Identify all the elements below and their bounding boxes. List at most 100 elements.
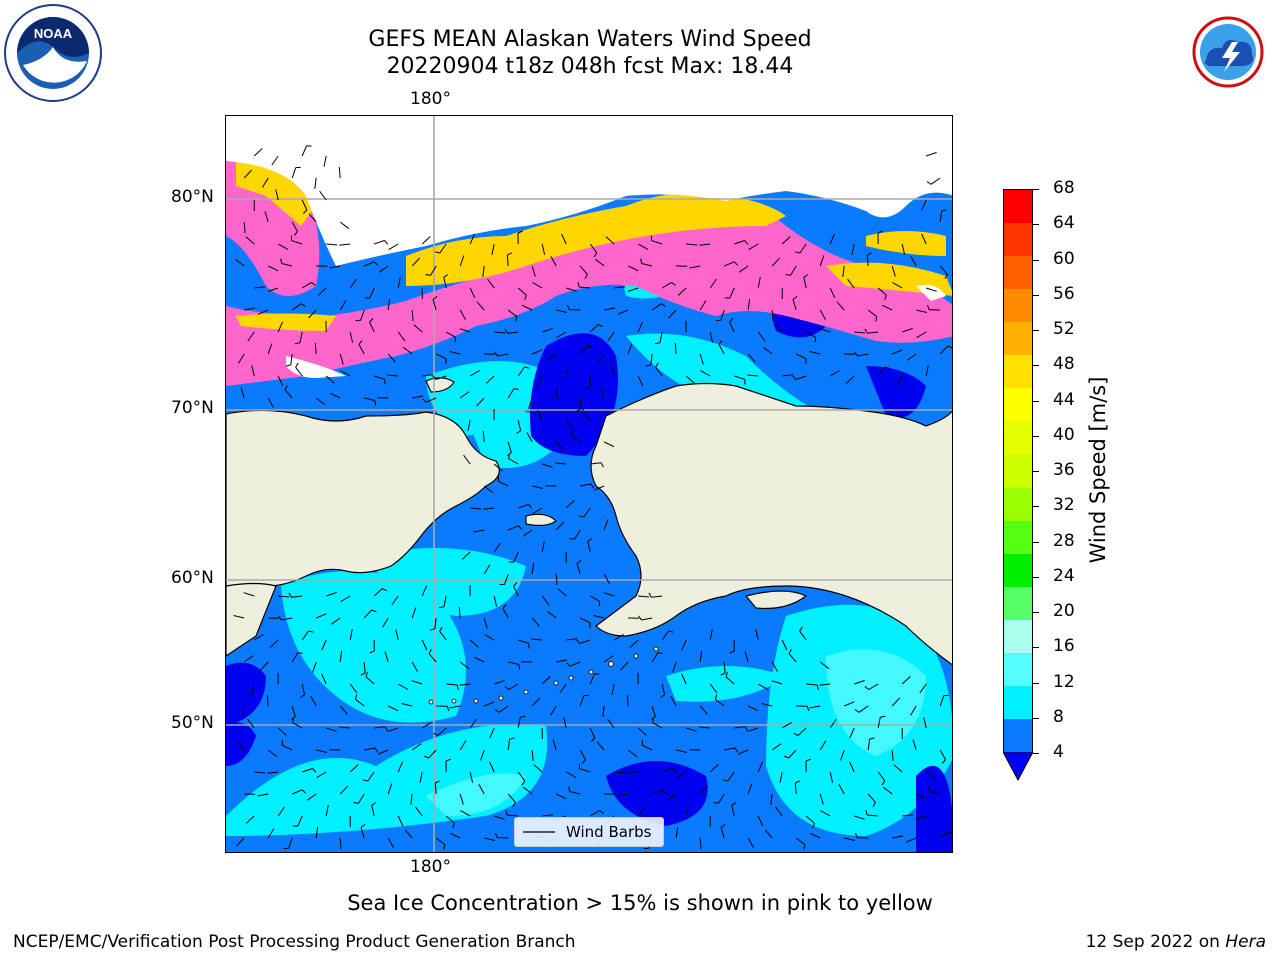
wind-barb: [504, 573, 509, 585]
wind-barb: [378, 265, 389, 273]
wind-barb-flag: [432, 375, 437, 380]
wind-barb: [604, 307, 616, 311]
wind-barb: [387, 705, 399, 712]
wind-barb: [617, 309, 629, 315]
wind-barb: [699, 705, 708, 715]
wind-barb-flag: [660, 694, 665, 698]
wind-barb: [463, 454, 471, 465]
wind-barb: [672, 661, 677, 673]
wind-barb: [910, 705, 917, 716]
wind-barb: [700, 370, 711, 377]
colorbar-tick-mark: [1033, 506, 1039, 508]
wind-barb: [484, 837, 496, 841]
wind-barb-flag: [443, 274, 449, 278]
wind-barb-flag: [521, 780, 526, 786]
wind-barb: [365, 676, 375, 685]
wind-barb: [600, 387, 605, 399]
wind-barb-flag: [439, 626, 443, 632]
wind-barb: [651, 789, 663, 795]
wind-barb: [238, 353, 245, 364]
colorbar-tick-mark: [1033, 612, 1039, 613]
wind-barb: [637, 321, 643, 333]
wind-barb-flag: [814, 337, 817, 343]
wind-barb-flag: [293, 231, 298, 236]
wind-barb: [369, 321, 375, 333]
colorbar-tick-label: 16: [1053, 636, 1075, 657]
wind-barb: [550, 256, 557, 267]
wind-barb-flag: [593, 252, 598, 258]
wind-barb: [363, 661, 366, 674]
wind-barb-flag: [941, 759, 946, 764]
wind-barb: [926, 152, 937, 157]
wind-barb-flag: [360, 672, 366, 676]
wind-barb: [459, 328, 471, 333]
wind-barb: [829, 287, 836, 299]
wind-barb: [738, 265, 749, 273]
wind-barb-flag: [301, 789, 307, 794]
wind-barb: [771, 680, 783, 685]
wind-barb-flag: [927, 304, 930, 310]
wind-barb: [651, 705, 656, 717]
wind-barb: [339, 300, 347, 311]
wind-barb: [517, 771, 526, 782]
wind-barb-flag: [587, 345, 593, 349]
wind-barb-flag: [733, 261, 739, 266]
wind-barb: [902, 328, 913, 333]
wind-barb: [607, 331, 615, 342]
wind-barb: [709, 278, 717, 289]
wind-barb: [781, 721, 792, 729]
colorbar-tick-mark: [1033, 189, 1039, 190]
wind-barb: [939, 211, 943, 223]
wind-barb: [419, 771, 423, 783]
wind-barb: [507, 309, 518, 318]
wind-barb: [391, 595, 399, 606]
wind-barb-flag: [645, 364, 651, 367]
aleutian-islands: [428, 646, 659, 705]
wind-barb: [306, 793, 317, 801]
wind-barb: [301, 145, 307, 157]
wind-barb: [312, 661, 317, 673]
wind-barb: [339, 837, 342, 850]
colorbar-tick-mark: [1033, 471, 1039, 472]
wind-barb: [325, 375, 335, 384]
wind-barb: [284, 389, 293, 399]
colorbar-segment: [1004, 421, 1032, 455]
wind-barb: [397, 815, 404, 827]
wind-barb: [809, 351, 821, 355]
wind-barb: [277, 243, 289, 250]
wind-barb: [267, 771, 279, 774]
wind-barb: [482, 430, 485, 443]
wind-barb-flag: [524, 366, 530, 369]
wind-barb-flag: [312, 768, 317, 773]
wind-barb: [491, 243, 495, 255]
wind-barb: [541, 676, 551, 685]
colorbar-tick-mark: [1033, 330, 1039, 331]
wind-barb: [267, 343, 273, 355]
wind-barb: [627, 287, 639, 292]
wind-barb-flag: [638, 615, 642, 621]
wind-barb: [308, 309, 317, 319]
wind-barb: [897, 375, 903, 387]
wind-barb: [579, 639, 591, 644]
wind-barb: [614, 771, 626, 774]
wind-barb: [709, 764, 719, 773]
colorbar-tick-label: 64: [1053, 213, 1075, 234]
wind-barb: [803, 277, 807, 289]
wind-barb-flag: [280, 258, 282, 264]
wind-barb: [537, 375, 543, 387]
wind-barb: [459, 309, 466, 320]
wind-barb: [589, 595, 601, 602]
wind-barb: [291, 240, 303, 245]
noaa-logo-icon: NOAA: [3, 3, 103, 107]
wind-barb: [278, 595, 290, 598]
wind-barb: [317, 287, 327, 296]
wind-barb: [360, 827, 365, 839]
wind-barb: [581, 412, 591, 421]
wind-barb-flag: [729, 318, 734, 323]
wind-barb: [443, 277, 447, 289]
wind-barb-flag: [585, 386, 591, 390]
wind-barb: [484, 634, 495, 641]
wind-barb: [788, 653, 797, 663]
wind-barb: [720, 309, 725, 321]
wind-barb: [301, 281, 312, 289]
